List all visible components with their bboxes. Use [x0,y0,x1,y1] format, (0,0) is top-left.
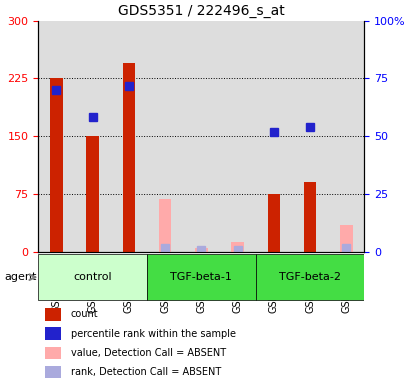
FancyBboxPatch shape [255,254,364,300]
Bar [45,366,61,378]
Title: GDS5351 / 222496_s_at: GDS5351 / 222496_s_at [118,4,284,18]
Bar [122,63,135,252]
Bar [195,248,207,252]
FancyBboxPatch shape [38,254,147,300]
Bar [231,242,243,252]
Bar [45,308,61,321]
Text: agent: agent [4,272,36,282]
Text: TGF-beta-1: TGF-beta-1 [170,272,232,282]
Text: percentile rank within the sample: percentile rank within the sample [71,329,235,339]
Text: count: count [71,310,98,319]
Text: rank, Detection Call = ABSENT: rank, Detection Call = ABSENT [71,367,220,377]
Text: value, Detection Call = ABSENT: value, Detection Call = ABSENT [71,348,225,358]
Text: TGF-beta-2: TGF-beta-2 [279,272,340,282]
FancyBboxPatch shape [147,254,255,300]
Bar [86,136,99,252]
Bar [267,194,279,252]
Text: control: control [73,272,112,282]
Bar [45,347,61,359]
Bar [339,225,352,252]
Bar [303,182,316,252]
Bar [158,199,171,252]
Bar [50,78,63,252]
Bar [45,328,61,340]
